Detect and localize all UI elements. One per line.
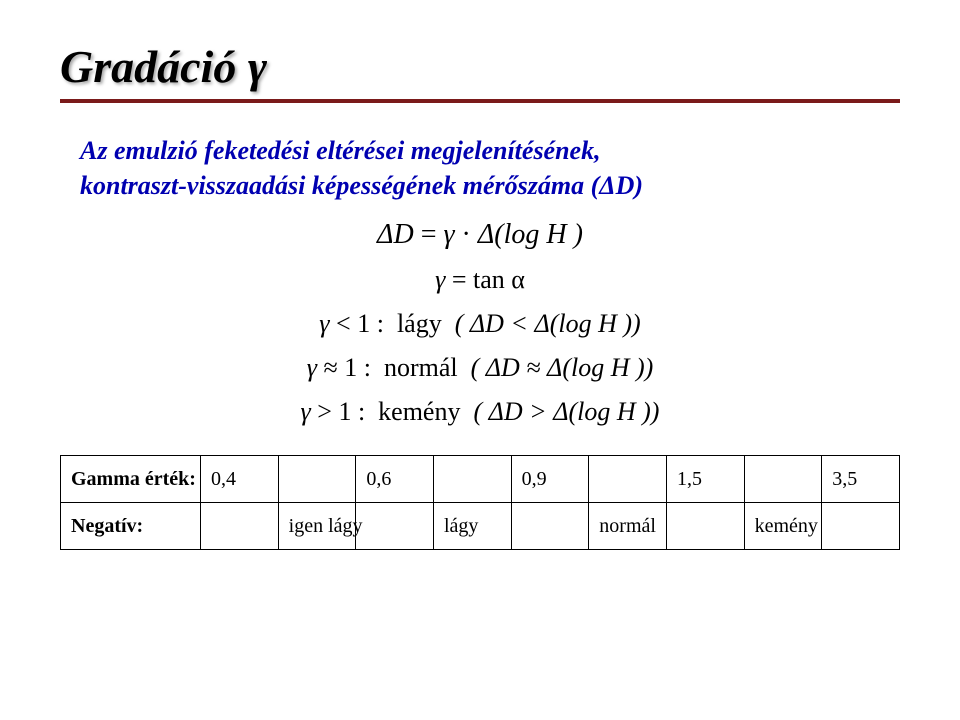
eq-t-eq: = [452, 265, 467, 294]
subtitle-line1: Az emulzió feketedési eltérései megjelen… [80, 136, 601, 165]
table-row: Gamma érték: 0,4 0,6 0,9 1,5 3,5 [61, 456, 900, 503]
cn-g: γ [307, 353, 317, 382]
eq-gamma-tan: γ = tan α [60, 265, 900, 295]
ch-expr: ( ΔD > Δ(log H )) [473, 397, 659, 426]
cs-word: lágy [397, 309, 442, 338]
r2c8: kemény [744, 503, 822, 550]
subtitle-paren: (ΔD) [591, 171, 643, 200]
r2c6: normál [589, 503, 667, 550]
subtitle: Az emulzió feketedési eltérései megjelen… [80, 133, 880, 203]
r1c1: 0,4 [201, 456, 279, 503]
eq-t-r: tan α [473, 265, 525, 294]
eq-cond-soft: γ < 1 : lágy ( ΔD < Δ(log H )) [60, 309, 900, 339]
r1c3: 0,6 [356, 456, 434, 503]
cs-expr: ( ΔD < Δ(log H )) [455, 309, 641, 338]
eq-main-eq: = [421, 219, 437, 250]
eq-cond-normal: γ ≈ 1 : normál ( ΔD ≈ Δ(log H )) [60, 353, 900, 383]
ch-rel: > 1 : [317, 397, 365, 426]
r2c7 [666, 503, 744, 550]
equations-block: ΔD = γ · Δ(log H ) γ = tan α γ < 1 : lág… [60, 219, 900, 427]
table-row: Negatív: igen lágy lágy normál kemény [61, 503, 900, 550]
eq-main-right: Δ(log H ) [478, 219, 583, 250]
cn-rel: ≈ 1 : [323, 353, 371, 382]
r1c2 [278, 456, 356, 503]
r1c6 [589, 456, 667, 503]
gamma-table: Gamma érték: 0,4 0,6 0,9 1,5 3,5 Negatív… [60, 455, 900, 550]
title-rule [60, 99, 900, 103]
eq-cond-hard: γ > 1 : kemény ( ΔD > Δ(log H )) [60, 397, 900, 427]
cn-word: normál [384, 353, 458, 382]
subtitle-line2: kontraszt-visszaadási képességének mérős… [80, 171, 584, 200]
eq-main-gamma: γ [443, 219, 454, 250]
eq-main: ΔD = γ · Δ(log H ) [60, 219, 900, 251]
eq-main-dot: · [462, 219, 471, 250]
r2c9 [822, 503, 900, 550]
cs-rel: < 1 : [336, 309, 384, 338]
cs-g: γ [319, 309, 329, 338]
row2-head: Negatív: [61, 503, 201, 550]
r1c9: 3,5 [822, 456, 900, 503]
r2c1 [201, 503, 279, 550]
eq-t-g: γ [435, 265, 445, 294]
cn-expr: ( ΔD ≈ Δ(log H )) [471, 353, 654, 382]
r1c8 [744, 456, 822, 503]
slide: Gradáció γ Az emulzió feketedési eltérés… [0, 0, 960, 720]
r1c4 [433, 456, 511, 503]
r2c2: igen lágy [278, 503, 356, 550]
gamma-table-wrap: Gamma érték: 0,4 0,6 0,9 1,5 3,5 Negatív… [60, 455, 900, 550]
row1-head: Gamma érték: [61, 456, 201, 503]
r2c4: lágy [433, 503, 511, 550]
r1c5: 0,9 [511, 456, 589, 503]
r1c7: 1,5 [666, 456, 744, 503]
eq-main-left: ΔD [377, 219, 414, 250]
ch-word: kemény [378, 397, 460, 426]
r2c3 [356, 503, 434, 550]
ch-g: γ [301, 397, 311, 426]
r2c5 [511, 503, 589, 550]
slide-title: Gradáció γ [60, 40, 900, 93]
